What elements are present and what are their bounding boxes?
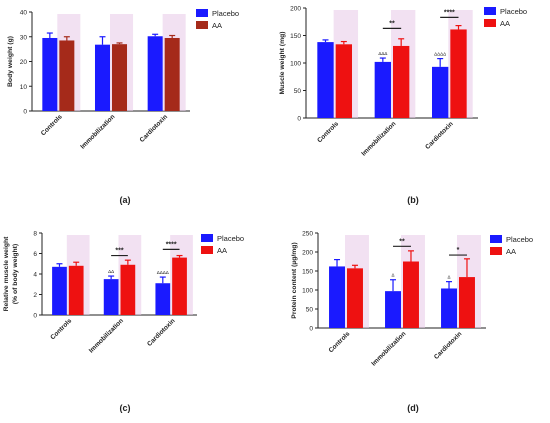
y-tick-label: 100: [302, 288, 313, 295]
significance-label: ****: [444, 9, 455, 16]
y-tick-label: 0: [23, 109, 27, 116]
bar-aa-controls: [68, 265, 84, 315]
bar-aa-immobilization: [403, 261, 419, 328]
legend-swatch-aa: [490, 247, 502, 255]
x-tick-label: Cardiotoxin: [139, 113, 170, 144]
y-tick-label: 6: [33, 251, 37, 258]
significance-label: *: [457, 247, 460, 254]
y-axis-label-line2: (% of body weight): [12, 244, 19, 304]
significance-label: ****: [166, 241, 177, 248]
x-tick-label: Cardiotoxin: [146, 317, 177, 348]
y-tick-label: 50: [306, 307, 314, 314]
x-tick-label: Immobilization: [370, 330, 407, 367]
legend-label-placebo: Placebo: [506, 235, 533, 244]
y-tick-label: 100: [290, 61, 301, 68]
y-tick-label: 150: [302, 269, 313, 276]
y-tick-label: 200: [302, 250, 313, 257]
y-tick-label: 250: [302, 231, 313, 238]
legend-swatch-placebo: [490, 235, 502, 243]
legend-label-placebo: Placebo: [500, 7, 527, 16]
bar-placebo-immobilization: [94, 44, 110, 111]
y-axis-label: Relative muscle weight: [3, 236, 10, 312]
legend-label-aa: AA: [506, 247, 516, 256]
bar-aa-controls: [335, 44, 353, 118]
bar-placebo-immobilization: [103, 279, 119, 315]
significance-mark: Δ: [392, 273, 395, 278]
legend-swatch-placebo: [201, 234, 213, 242]
legend-swatch-placebo: [196, 9, 208, 17]
bar-aa-cardiotoxin: [164, 37, 180, 111]
x-tick-label: Controls: [40, 113, 64, 137]
x-tick-label: Controls: [328, 330, 352, 354]
bar-placebo-controls: [317, 42, 334, 118]
legend-swatch-aa: [196, 21, 208, 29]
bar-aa-cardiotoxin: [450, 29, 467, 119]
chart-panel-b: 0 50 100 150 200 Muscle weight (mg) Controls Im…: [279, 6, 527, 206]
bar-aa-immobilization: [112, 44, 128, 111]
y-tick-label: 30: [20, 34, 28, 41]
y-tick-label: 200: [290, 6, 301, 13]
significance-mark: ΔΔΔΔ: [434, 52, 446, 57]
legend-swatch-aa: [484, 19, 496, 27]
y-tick-label: 2: [33, 292, 37, 299]
bar-aa-cardiotoxin: [459, 277, 475, 328]
bar-placebo-controls: [42, 37, 58, 111]
y-tick-label: 50: [294, 88, 302, 95]
panel-caption: (d): [407, 403, 419, 413]
bar-placebo-cardiotoxin: [147, 36, 163, 111]
significance-mark: ΔΔΔΔ: [157, 270, 169, 275]
y-tick-label: 4: [33, 272, 37, 279]
bar-placebo-cardiotoxin: [441, 288, 457, 328]
legend-swatch-aa: [201, 246, 213, 254]
significance-label: **: [399, 238, 405, 245]
y-tick-label: 10: [20, 84, 28, 91]
bar-placebo-controls: [329, 266, 345, 328]
bar-placebo-cardiotoxin: [155, 283, 171, 315]
y-axis-label: Muscle weight (mg): [279, 31, 286, 94]
significance-mark: ΔΔ: [108, 269, 114, 274]
legend-label-placebo: Placebo: [217, 234, 244, 243]
y-axis-label: Body weight (g): [7, 36, 14, 87]
y-tick-label: 0: [297, 116, 301, 123]
bar-aa-cardiotoxin: [172, 257, 187, 315]
y-tick-label: 8: [33, 231, 37, 238]
significance-mark: ΔΔΔ: [378, 51, 387, 56]
chart-panel-a: 0 10 20 30 40 Body weight (g) Controls Immobili…: [7, 9, 239, 205]
chart-panel-d: 0 50 100 150 200 250 Protein content (µg/mg) Co…: [291, 231, 533, 414]
panel-caption: (a): [120, 195, 131, 205]
x-tick-label: Immobilization: [79, 113, 116, 150]
x-tick-label: Immobilization: [88, 317, 125, 354]
legend-swatch-placebo: [484, 7, 496, 15]
y-axis-label: Protein content (µg/mg): [291, 242, 298, 318]
bar-aa-controls: [59, 40, 75, 111]
legend-label-aa: AA: [212, 21, 222, 30]
bar-aa-controls: [347, 268, 363, 328]
y-tick-label: 0: [309, 326, 313, 333]
legend-label-aa: AA: [217, 246, 227, 255]
y-tick-label: 40: [20, 10, 28, 17]
significance-mark: Δ: [448, 275, 451, 280]
bar-aa-immobilization: [393, 45, 410, 119]
chart-panel-c: 0 2 4 6 8 Relative muscle weight (% of body we…: [3, 231, 244, 414]
y-tick-label: 20: [20, 59, 28, 66]
x-tick-label: Controls: [49, 317, 73, 341]
bar-placebo-immobilization: [374, 61, 391, 118]
y-tick-label: 150: [290, 33, 301, 40]
x-tick-label: Cardiotoxin: [424, 120, 455, 151]
panel-caption: (c): [120, 403, 131, 413]
legend-label-aa: AA: [500, 19, 510, 28]
panel-caption: (b): [407, 195, 419, 205]
significance-label: ***: [115, 248, 123, 255]
x-tick-label: Controls: [316, 120, 340, 144]
bar-placebo-controls: [52, 266, 67, 315]
significance-label: **: [389, 20, 395, 27]
bar-aa-immobilization: [120, 264, 136, 315]
bar-placebo-cardiotoxin: [431, 66, 449, 118]
x-tick-label: Cardiotoxin: [433, 330, 464, 361]
y-tick-label: 0: [33, 313, 37, 320]
legend-label-placebo: Placebo: [212, 9, 239, 18]
bar-placebo-immobilization: [385, 291, 401, 328]
x-tick-label: Immobilization: [360, 120, 397, 157]
